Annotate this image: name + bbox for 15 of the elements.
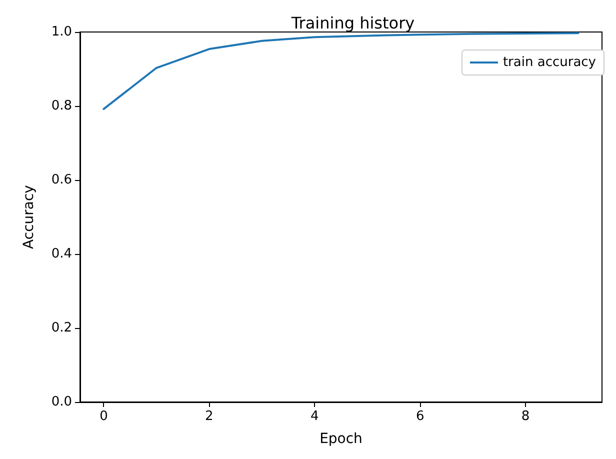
y-tick-label: 1.0 [51,24,72,40]
x-tick-label: 8 [521,409,530,424]
y-axis-title: Accuracy [21,185,37,249]
x-tick-label: 4 [310,409,319,424]
y-tick-label: 0.6 [51,172,72,188]
chart-title: Training history [290,14,415,32]
y-tick-label: 0.4 [51,246,72,262]
x-tick-label: 6 [416,409,424,424]
y-tick-label: 0.2 [51,320,72,336]
x-tick-label: 0 [100,409,108,424]
x-tick-label: 2 [205,409,214,424]
y-tick-label: 0.8 [51,98,72,114]
y-tick-label: 0.0 [51,394,72,410]
x-axis-title: Epoch [320,431,362,447]
legend-label: train accuracy [502,55,596,70]
